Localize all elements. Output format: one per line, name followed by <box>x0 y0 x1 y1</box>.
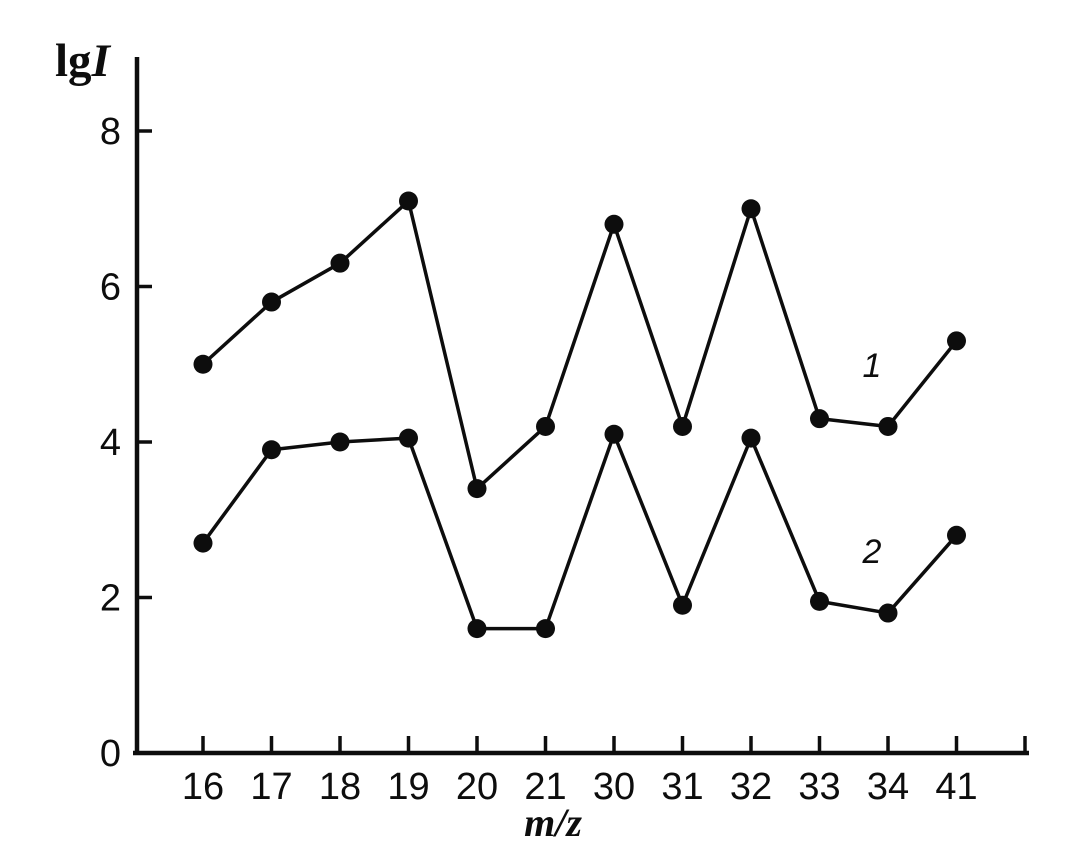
x-tick-label: 17 <box>250 766 292 808</box>
x-tick-label: 19 <box>387 766 429 808</box>
data-point-1-19 <box>399 191 418 211</box>
x-tick-label: 33 <box>798 766 840 808</box>
data-point-1-21 <box>536 416 555 436</box>
data-point-2-20 <box>467 619 487 639</box>
x-axis-title: m/z <box>524 800 582 845</box>
y-axis-title: lgI <box>55 35 112 87</box>
data-point-1-18 <box>330 253 350 273</box>
curve-label-1: 1 <box>863 347 882 385</box>
x-tick-label: 18 <box>319 766 361 808</box>
series-1: 1 <box>193 191 966 499</box>
data-point-2-33 <box>810 591 829 611</box>
x-tick-label: 34 <box>867 766 909 808</box>
series-2-line <box>201 432 958 631</box>
x-tick-label: 16 <box>182 766 224 808</box>
series-1-line <box>201 199 958 491</box>
data-point-1-41 <box>947 331 966 351</box>
data-point-1-30 <box>604 214 624 234</box>
data-point-1-32 <box>741 199 761 219</box>
data-point-2-31 <box>673 595 692 615</box>
y-tick-label: 2 <box>100 578 121 620</box>
y-tick-label: 6 <box>100 267 121 309</box>
y-tick-label: 0 <box>100 733 121 775</box>
data-point-2-18 <box>330 432 350 452</box>
x-tick-label: 41 <box>935 766 977 808</box>
data-point-2-16 <box>193 533 213 553</box>
data-point-1-34 <box>878 416 898 436</box>
series-2: 2 <box>193 424 966 639</box>
y-tick-label: 8 <box>100 111 121 153</box>
data-point-2-19 <box>399 428 418 448</box>
data-point-1-33 <box>810 409 829 429</box>
data-point-1-16 <box>193 354 213 374</box>
y-axis-title-italic: I <box>91 35 112 87</box>
data-point-2-41 <box>947 525 966 545</box>
data-point-2-30 <box>604 424 624 444</box>
x-tick-label: 30 <box>593 766 635 808</box>
x-tick-label: 21 <box>524 766 566 808</box>
data-point-1-31 <box>673 416 692 436</box>
y-axis-title-upright: lg <box>55 35 92 87</box>
x-tick-label: 31 <box>661 766 703 808</box>
plot-area: 12 <box>193 191 966 639</box>
x-tick-label: 20 <box>456 766 498 808</box>
data-point-2-17 <box>262 440 281 460</box>
data-point-1-17 <box>262 292 281 312</box>
x-tick-label: 32 <box>730 766 772 808</box>
data-point-2-21 <box>536 619 555 639</box>
y-tick-label: 4 <box>100 422 121 464</box>
curve-label-2: 2 <box>862 533 882 571</box>
data-point-2-34 <box>878 603 898 623</box>
data-point-1-20 <box>467 479 487 499</box>
data-point-2-32 <box>741 428 761 448</box>
